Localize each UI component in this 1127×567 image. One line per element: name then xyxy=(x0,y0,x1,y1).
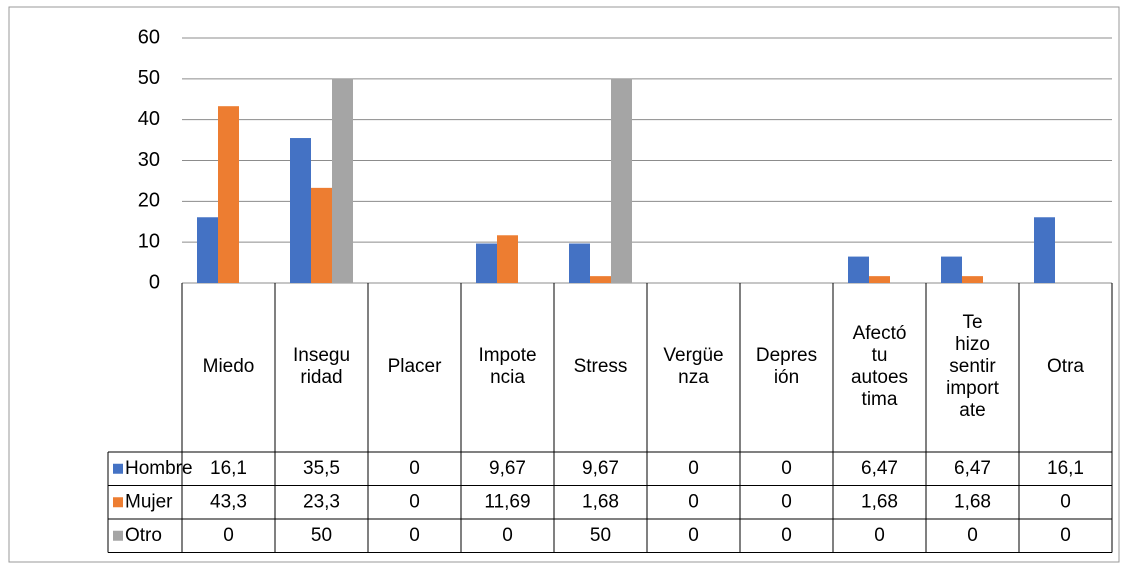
table-value: 0 xyxy=(1060,525,1071,546)
bar xyxy=(569,243,590,283)
table-value: 50 xyxy=(311,525,332,546)
legend-swatch xyxy=(113,530,123,541)
category-label: Impote ncia xyxy=(478,345,536,388)
table-value: 0 xyxy=(409,525,420,546)
bar xyxy=(197,217,218,283)
table-value: 0 xyxy=(223,525,234,546)
bar xyxy=(290,138,311,283)
legend-label: Mujer xyxy=(125,491,173,512)
y-tick-label: 60 xyxy=(138,26,160,48)
table-value: 1,68 xyxy=(861,491,898,512)
bar xyxy=(311,187,332,283)
bar xyxy=(1034,217,1055,283)
table-value: 23,3 xyxy=(303,491,340,512)
y-tick-label: 10 xyxy=(138,230,160,252)
bar xyxy=(218,106,239,283)
bar xyxy=(869,276,890,283)
bar xyxy=(611,78,632,283)
table-value: 6,47 xyxy=(954,458,991,479)
table-value: 16,1 xyxy=(210,458,247,479)
y-tick-label: 40 xyxy=(138,108,160,130)
table-value: 0 xyxy=(874,525,885,546)
table-value: 16,1 xyxy=(1047,458,1084,479)
table-value: 50 xyxy=(590,525,611,546)
bar xyxy=(941,256,962,283)
category-label: Depres ión xyxy=(756,345,817,388)
chart-border xyxy=(8,6,1120,563)
category-label: Miedo xyxy=(203,356,255,377)
category-label: Afectó tu autoes tima xyxy=(851,323,908,410)
table-value: 0 xyxy=(409,491,420,512)
category-label: Te hizo sentir import ate xyxy=(946,312,1000,421)
table-value: 0 xyxy=(781,458,792,479)
table-value: 0 xyxy=(688,525,699,546)
y-tick-label: 0 xyxy=(149,271,160,293)
table-value: 1,68 xyxy=(582,491,619,512)
table-value: 6,47 xyxy=(861,458,898,479)
bar xyxy=(497,235,518,283)
y-tick-label: 30 xyxy=(138,149,160,171)
bar xyxy=(848,256,869,283)
bar xyxy=(476,243,497,283)
legend-label: Otro xyxy=(125,525,162,546)
table-value: 35,5 xyxy=(303,458,340,479)
table-value: 0 xyxy=(967,525,978,546)
table-value: 0 xyxy=(781,491,792,512)
table-value: 0 xyxy=(688,491,699,512)
category-label: Stress xyxy=(574,356,628,377)
legend-swatch xyxy=(113,497,123,508)
table-value: 11,69 xyxy=(484,491,530,512)
table-value: 1,68 xyxy=(954,491,991,512)
table-value: 0 xyxy=(502,525,513,546)
y-tick-label: 20 xyxy=(138,190,160,212)
bar xyxy=(590,276,611,283)
table-value: 43,3 xyxy=(210,491,247,512)
bar xyxy=(332,78,353,283)
table-value: 0 xyxy=(409,458,420,479)
legend-label: Hombre xyxy=(125,458,193,479)
category-label: Placer xyxy=(388,356,443,377)
y-tick-label: 50 xyxy=(138,67,160,89)
table-value: 0 xyxy=(781,525,792,546)
table-value: 9,67 xyxy=(582,458,619,479)
table-value: 0 xyxy=(1060,491,1071,512)
category-label: Otra xyxy=(1047,356,1084,377)
legend-swatch xyxy=(113,463,123,474)
bar xyxy=(962,276,983,283)
table-value: 0 xyxy=(688,458,699,479)
category-label: Insegu ridad xyxy=(293,345,350,388)
table-value: 9,67 xyxy=(489,458,526,479)
category-label: Vergüe nza xyxy=(663,345,723,388)
